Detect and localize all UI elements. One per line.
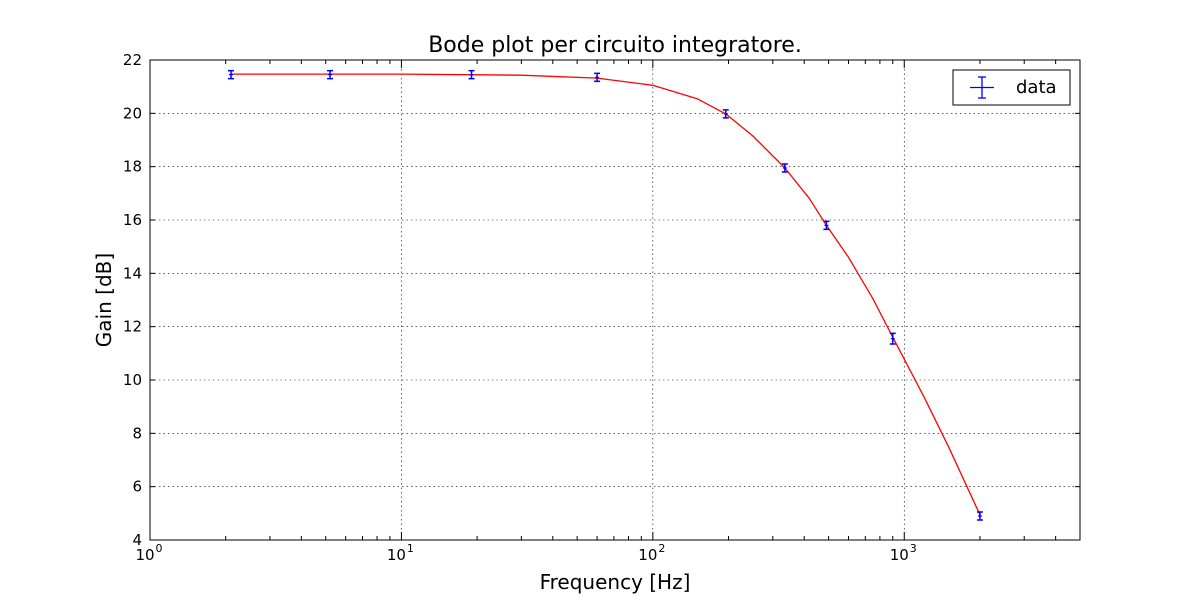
x-tick-label-exp: 1 xyxy=(407,542,414,555)
legend-label-data: data xyxy=(1016,77,1057,98)
data-point xyxy=(468,69,475,80)
plot-frame xyxy=(149,59,1081,541)
fit-line xyxy=(231,73,981,515)
data-point xyxy=(594,72,601,83)
x-tick-label-exp: 3 xyxy=(910,542,917,555)
y-tick-label: 4 xyxy=(132,531,142,549)
series-layer xyxy=(228,69,983,521)
x-tick-label: 10 2 xyxy=(638,542,665,564)
grid xyxy=(150,60,1080,540)
y-tick-label: 14 xyxy=(123,264,142,282)
y-tick-label: 22 xyxy=(123,51,142,69)
x-axis-title: Frequency [Hz] xyxy=(540,570,691,594)
chart-title: Bode plot per circuito integratore. xyxy=(428,33,802,58)
x-tick-label: 10 1 xyxy=(387,542,414,564)
x-tick-label-base: 10 xyxy=(638,546,657,564)
legend: data xyxy=(952,69,1071,106)
data-point xyxy=(228,69,235,80)
data-point xyxy=(823,220,830,231)
x-tick-label: 10 3 xyxy=(890,542,917,564)
y-tick-label: 10 xyxy=(123,371,142,389)
x-tick-label-base: 10 xyxy=(135,546,154,564)
data-point xyxy=(781,163,788,173)
y-axis-title: Gain [dB] xyxy=(92,253,116,347)
x-tick-label: 10 0 xyxy=(135,542,162,564)
data-point xyxy=(722,109,729,119)
y-tick-label: 18 xyxy=(123,158,142,176)
y-tick-label: 8 xyxy=(132,424,142,442)
x-tick-label-exp: 2 xyxy=(658,542,665,555)
data-point xyxy=(327,69,334,80)
y-tick-label: 20 xyxy=(123,104,142,122)
data-point xyxy=(889,332,896,345)
x-tick-label-base: 10 xyxy=(387,546,406,564)
legend-errorbar-icon xyxy=(970,76,994,99)
data-point xyxy=(976,511,983,521)
y-tick-label: 12 xyxy=(123,318,142,336)
x-tick-label-exp: 0 xyxy=(156,542,163,555)
y-tick-label: 6 xyxy=(132,478,142,496)
y-tick-label: 16 xyxy=(123,211,142,229)
x-tick-label-base: 10 xyxy=(890,546,909,564)
